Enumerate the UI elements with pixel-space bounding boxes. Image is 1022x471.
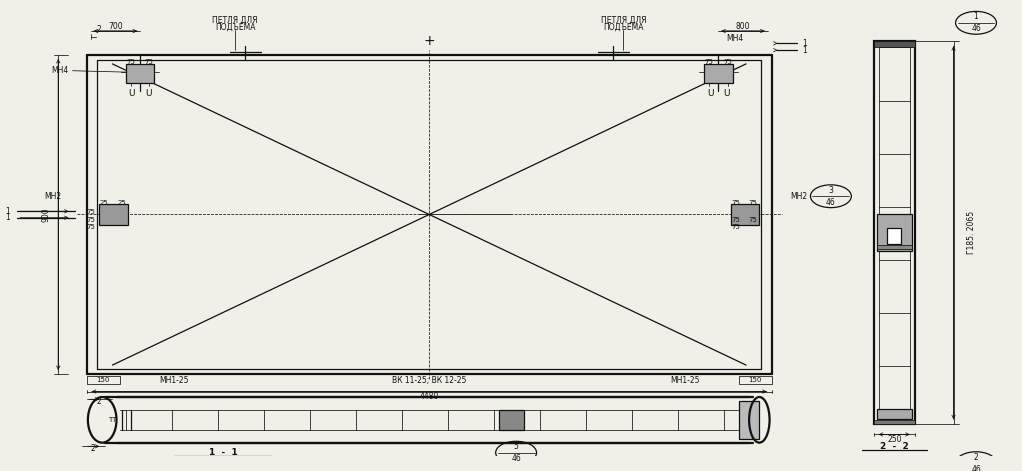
Text: 75: 75 [724,58,732,65]
Bar [739,401,759,439]
Text: 1: 1 [5,213,10,222]
Bar [877,409,912,419]
Text: TT: TT [108,417,117,423]
Text: 150: 150 [748,377,762,383]
Bar [739,376,772,384]
Text: 46: 46 [971,464,981,471]
Bar [874,41,915,47]
Text: 75: 75 [87,217,95,223]
Bar [877,214,912,251]
Bar [887,228,901,244]
Text: U: U [145,89,151,98]
Text: 2: 2 [974,453,978,462]
Text: 75: 75 [705,58,713,65]
Text: U: U [129,89,135,98]
Text: 1  -  1: 1 - 1 [208,448,237,457]
Text: 75: 75 [749,200,757,206]
Text: 2: 2 [97,25,101,34]
Text: 2  -  2: 2 - 2 [880,442,909,451]
Text: 25: 25 [118,200,126,206]
Text: ПЕТЛЯ ДЛЯ: ПЕТЛЯ ДЛЯ [213,16,258,25]
Text: 75: 75 [732,224,740,230]
Text: +: + [423,34,435,48]
Bar [704,64,733,83]
Text: 75: 75 [87,209,95,215]
Text: 75: 75 [87,224,95,230]
Text: 3: 3 [829,186,833,195]
Text: ПЕТЛЯ ДЛЯ: ПЕТЛЯ ДЛЯ [601,16,646,25]
Text: 75: 75 [749,217,757,223]
Text: Г185. 2065: Г185. 2065 [968,211,976,254]
Text: ВК 11-25; ВК 12-25: ВК 11-25; ВК 12-25 [392,376,466,385]
Text: МН4: МН4 [51,66,68,75]
Text: 800: 800 [736,22,750,31]
Text: 46: 46 [971,24,981,33]
Text: 700: 700 [108,22,123,31]
Text: 4480: 4480 [420,391,438,401]
Text: ПОДЪЕМА: ПОДЪЕМА [215,23,256,32]
Text: 1: 1 [802,39,806,48]
Bar [87,376,120,384]
Text: 900: 900 [42,207,50,222]
Bar [126,64,154,83]
Text: МН2: МН2 [44,192,61,201]
Text: ПОДЪЕМА: ПОДЪЕМА [603,23,644,32]
Text: U: U [724,89,730,98]
Bar [877,245,912,249]
Bar [874,420,915,424]
Text: 75: 75 [732,200,740,206]
Bar [731,203,759,226]
Text: 46: 46 [826,198,836,207]
Text: МН1-25: МН1-25 [670,376,699,385]
Text: 46: 46 [511,454,521,463]
Text: 5: 5 [514,442,518,451]
Text: МН1-25: МН1-25 [159,376,188,385]
Text: 75: 75 [732,217,740,223]
Text: 2: 2 [91,444,95,453]
Text: МН4: МН4 [727,34,743,43]
Text: 1: 1 [802,46,806,55]
Text: 150: 150 [96,377,110,383]
Text: 25: 25 [100,200,108,206]
Bar [499,410,523,430]
Text: 250: 250 [887,435,901,444]
Text: 75: 75 [127,58,135,65]
Bar [874,41,915,424]
Bar [99,203,128,226]
Text: 1: 1 [5,207,10,216]
Text: 75: 75 [145,58,153,65]
Text: U: U [707,89,713,98]
Text: 2: 2 [97,397,101,406]
Text: МН2: МН2 [790,192,807,201]
Text: 1: 1 [974,12,978,21]
